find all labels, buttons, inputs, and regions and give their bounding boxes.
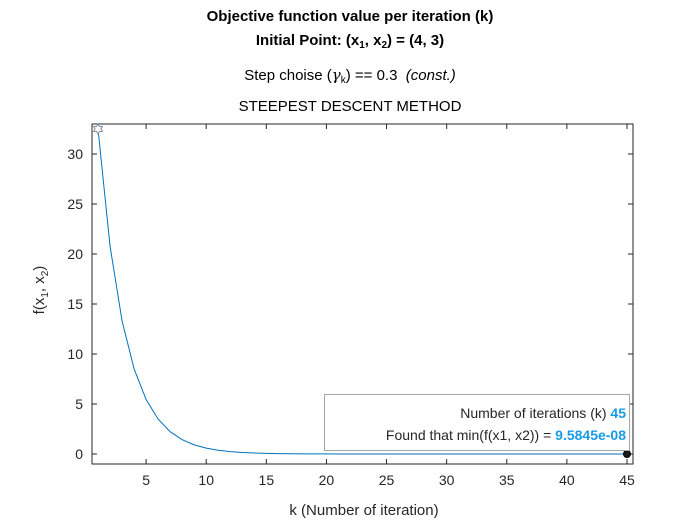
y-tick-label: 30	[67, 146, 83, 162]
min-value: 9.5845e-08	[555, 427, 626, 443]
x-tick-label: 40	[559, 472, 575, 488]
series-line	[97, 128, 627, 455]
title2-sub2: 2	[381, 40, 388, 51]
title2-sub1: 1	[359, 40, 365, 51]
legend-iterations-row: Number of iterations (k) 45	[325, 403, 626, 425]
x-tick-label: 5	[142, 472, 150, 488]
chart-title-line1: Objective function value per iteration (…	[206, 8, 494, 25]
chart-subtitle: STEEPEST DESCENT METHOD	[238, 98, 462, 115]
y-tick-label: 10	[67, 346, 83, 362]
legend-min-row: Found that min(f(x1, x2)) = 9.5845e-08	[325, 425, 626, 447]
chart-title-line2: Initial Point: (x1, x2) = (4, 3)	[0, 32, 700, 51]
y-tick-label: 25	[67, 196, 83, 212]
x-tick-label: 35	[499, 472, 515, 488]
title3-part1: Step choise (	[244, 67, 332, 84]
axes: 5 10 15 20 25 30 35 40 45 0 5 10 15 20 25 30	[67, 124, 635, 488]
x-tick-label: 30	[439, 472, 455, 488]
iterations-label: Number of iterations (k)	[460, 405, 611, 421]
title2-part3: ) = (4, 3)	[387, 32, 445, 49]
legend-box: Number of iterations (k) 45 Found that m…	[324, 394, 630, 451]
title3-sub: k	[340, 75, 346, 86]
x-tick-label: 15	[259, 472, 275, 488]
y-tick-label: 5	[75, 396, 83, 412]
min-label: Found that min(f(x1, x2)) =	[385, 427, 556, 443]
start-point-marker	[92, 123, 104, 135]
title2-part1: Initial Point: (x	[255, 32, 360, 49]
x-tick-label: 45	[619, 472, 635, 488]
x-axis-label: k (Number of iteration)	[289, 502, 438, 519]
title3-part2: ) == 0.3	[345, 67, 406, 84]
iterations-value: 45	[610, 405, 626, 421]
chart-title-line3: Step choise (γk) == 0.3 (const.)	[0, 66, 700, 86]
y-tick-label: 15	[67, 296, 83, 312]
y-tick-label: 20	[67, 246, 83, 262]
gamma-symbol: γ	[331, 66, 341, 84]
y-tick-label: 0	[75, 446, 83, 462]
title2-part2: , x	[364, 32, 382, 49]
title3-italic: (const.)	[405, 67, 456, 84]
y-axis-label: f(x1, x2)	[31, 266, 51, 315]
x-tick-label: 10	[198, 472, 214, 488]
x-tick-label: 20	[319, 472, 335, 488]
x-tick-label: 25	[379, 472, 395, 488]
chart-marks	[92, 123, 631, 458]
end-point-marker	[622, 450, 631, 458]
